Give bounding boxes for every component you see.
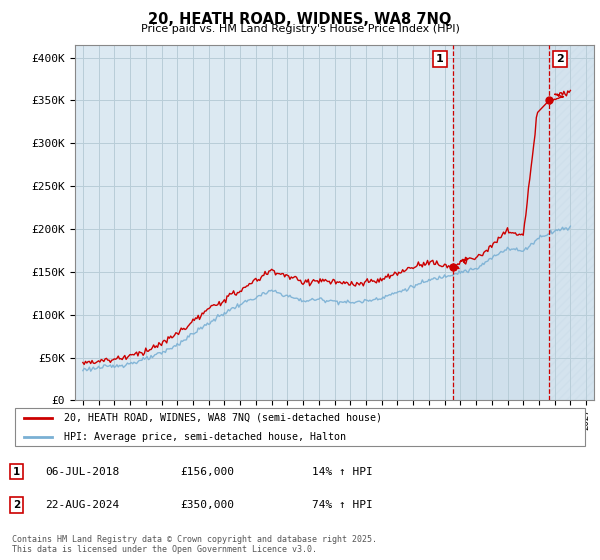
Text: Price paid vs. HM Land Registry's House Price Index (HPI): Price paid vs. HM Land Registry's House … — [140, 24, 460, 34]
Bar — [452, 45, 549, 400]
Text: Contains HM Land Registry data © Crown copyright and database right 2025.
This d: Contains HM Land Registry data © Crown c… — [12, 535, 377, 554]
Text: £156,000: £156,000 — [180, 466, 234, 477]
Text: £350,000: £350,000 — [180, 500, 234, 510]
Bar — [549, 45, 600, 400]
Text: 20, HEATH ROAD, WIDNES, WA8 7NQ (semi-detached house): 20, HEATH ROAD, WIDNES, WA8 7NQ (semi-de… — [64, 413, 382, 423]
Text: 2: 2 — [13, 500, 20, 510]
Text: 74% ↑ HPI: 74% ↑ HPI — [312, 500, 373, 510]
Text: 1: 1 — [13, 466, 20, 477]
Text: HPI: Average price, semi-detached house, Halton: HPI: Average price, semi-detached house,… — [64, 432, 346, 442]
Text: 1: 1 — [436, 54, 444, 64]
Text: 06-JUL-2018: 06-JUL-2018 — [45, 466, 119, 477]
Text: 2: 2 — [556, 54, 564, 64]
Text: 22-AUG-2024: 22-AUG-2024 — [45, 500, 119, 510]
Text: 14% ↑ HPI: 14% ↑ HPI — [312, 466, 373, 477]
FancyBboxPatch shape — [15, 408, 585, 446]
Text: 20, HEATH ROAD, WIDNES, WA8 7NQ: 20, HEATH ROAD, WIDNES, WA8 7NQ — [148, 12, 452, 27]
